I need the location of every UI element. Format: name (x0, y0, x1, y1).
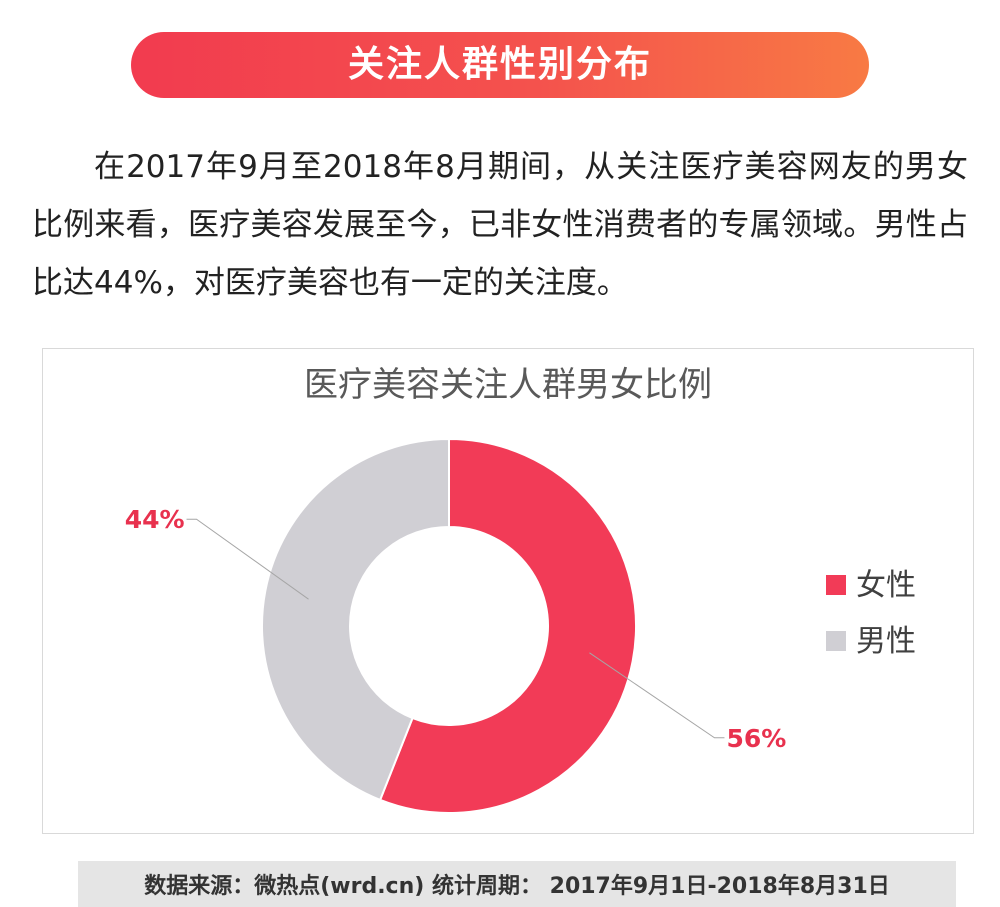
section-title: 关注人群性别分布 (347, 44, 652, 85)
leader-line-female (589, 652, 725, 739)
source-footer: 数据来源：微热点(wrd.cn) 统计周期： 2017年9月1日-2018年8月… (78, 861, 956, 907)
intro-paragraph: 在2017年9月至2018年8月期间，从关注医疗美容网友的男女比例来看，医疗美容… (32, 149, 968, 301)
data-label-female: 56% (726, 724, 786, 753)
source-text: 数据来源：微热点(wrd.cn) 统计周期： 2017年9月1日-2018年8月… (144, 874, 890, 899)
legend-label-female: 女性 (856, 568, 916, 603)
data-label-male: 44% (125, 505, 185, 534)
legend-swatch-female (826, 575, 846, 595)
leader-line-male (186, 518, 309, 600)
legend-label-male: 男性 (856, 624, 916, 659)
donut-slice-female (378, 437, 637, 814)
chart-title: 医疗美容关注人群男女比例 (304, 365, 712, 405)
slice-layer: 56% 44% (125, 437, 786, 814)
chart-card: 医疗美容关注人群男女比例 56% 44% 女性男性 (42, 348, 974, 834)
section-banner: 关注人群性别分布 (131, 32, 869, 98)
legend-swatch-male (826, 631, 846, 651)
donut-slice-male (261, 437, 450, 802)
